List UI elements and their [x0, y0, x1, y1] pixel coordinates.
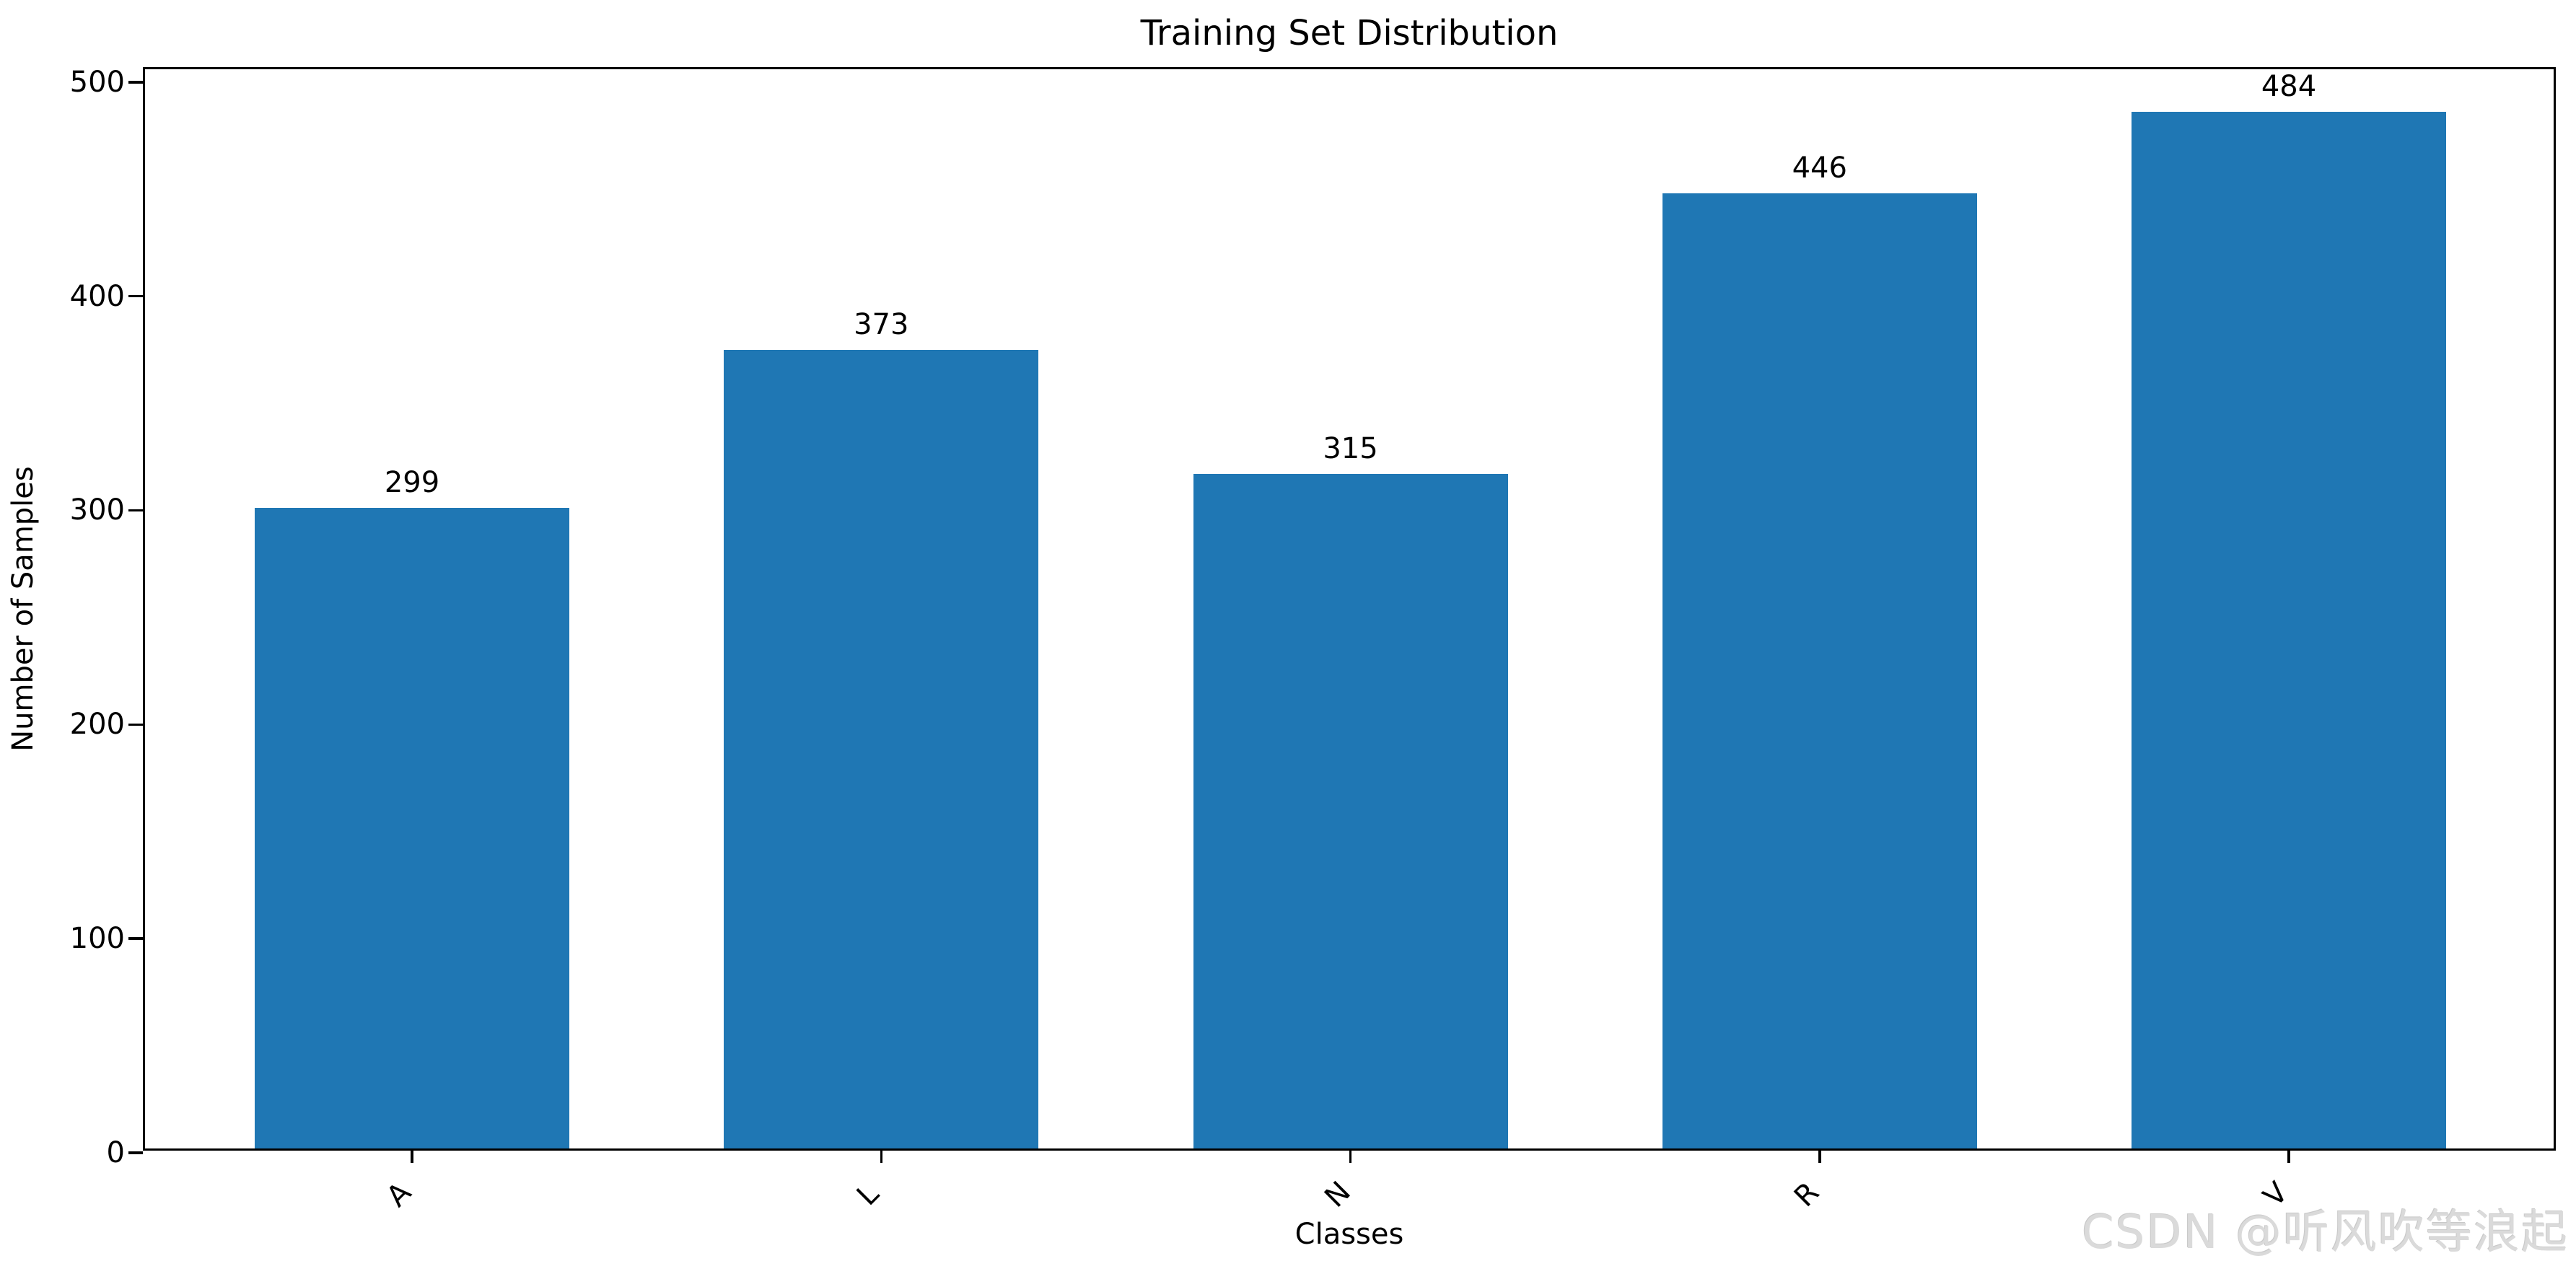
x-tick-label: R	[1787, 1175, 1826, 1214]
bar-value-label: 315	[1323, 431, 1378, 465]
bar-value-label: 446	[1792, 151, 1847, 185]
y-tick-label: 300	[69, 493, 125, 527]
y-tick	[128, 294, 143, 298]
bar-V	[2132, 112, 2446, 1148]
x-tick	[411, 1148, 413, 1163]
y-tick	[128, 81, 143, 84]
bar-value-label: 299	[384, 466, 440, 500]
x-tick-label: L	[851, 1177, 886, 1213]
y-tick	[128, 937, 143, 940]
x-axis-label: Classes	[1294, 1218, 1404, 1251]
y-tick	[128, 723, 143, 726]
x-tick-label: A	[380, 1176, 418, 1213]
chart-title: Training Set Distribution	[1140, 13, 1559, 53]
y-tick	[128, 1151, 143, 1154]
bar-A	[255, 508, 569, 1148]
bar-L	[724, 349, 1039, 1148]
x-tick	[1349, 1148, 1352, 1163]
x-tick	[880, 1148, 882, 1163]
bar-value-label: 484	[2261, 70, 2317, 104]
bar-value-label: 373	[854, 307, 909, 341]
y-tick	[128, 509, 143, 512]
y-tick-label: 500	[69, 65, 125, 99]
x-tick	[1818, 1148, 1821, 1163]
watermark: CSDN @听风吹等浪起	[2082, 1206, 2569, 1260]
y-tick-label: 400	[69, 279, 125, 313]
x-tick-label: N	[1318, 1175, 1357, 1214]
plot-area: 0 100 200 300 400 500 299 A 373 L 315 N 446 R 484 V	[70, 66, 2556, 1214]
y-tick-label: 100	[69, 922, 125, 956]
y-tick-label: 200	[69, 708, 125, 742]
x-tick	[2287, 1148, 2290, 1163]
bar-R	[1662, 193, 1977, 1148]
bar-N	[1193, 473, 1508, 1148]
y-tick-label: 0	[106, 1136, 125, 1169]
